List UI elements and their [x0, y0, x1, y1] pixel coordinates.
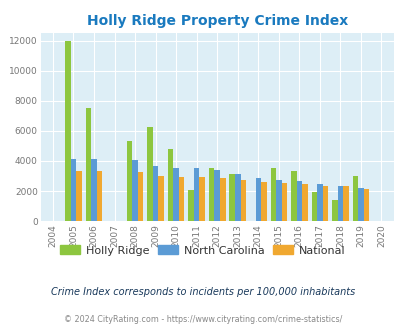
Bar — [357, 188, 363, 221]
Bar — [158, 176, 164, 221]
Bar — [316, 184, 322, 221]
Bar — [331, 200, 337, 221]
Legend: Holly Ridge, North Carolina, National: Holly Ridge, North Carolina, National — [56, 241, 349, 260]
Bar — [337, 186, 342, 221]
Bar — [76, 171, 81, 221]
Bar — [65, 41, 70, 221]
Bar — [275, 180, 281, 221]
Bar — [173, 168, 179, 221]
Bar — [281, 183, 286, 221]
Bar — [229, 175, 234, 221]
Bar — [70, 159, 76, 221]
Bar — [363, 189, 369, 221]
Bar — [322, 186, 327, 221]
Bar — [296, 181, 301, 221]
Bar — [311, 192, 316, 221]
Bar — [290, 172, 296, 221]
Bar — [220, 178, 225, 221]
Title: Holly Ridge Property Crime Index: Holly Ridge Property Crime Index — [86, 14, 347, 28]
Bar — [199, 178, 205, 221]
Bar — [179, 177, 184, 221]
Bar — [138, 172, 143, 221]
Bar — [96, 172, 102, 221]
Bar — [234, 175, 240, 221]
Bar — [85, 108, 91, 221]
Bar — [147, 127, 152, 221]
Bar — [188, 190, 194, 221]
Bar — [91, 159, 96, 221]
Bar — [194, 168, 199, 221]
Bar — [209, 168, 214, 221]
Bar — [352, 176, 357, 221]
Bar — [152, 166, 158, 221]
Bar — [301, 184, 307, 221]
Bar — [132, 160, 138, 221]
Bar — [342, 186, 348, 221]
Bar — [270, 168, 275, 221]
Bar — [260, 182, 266, 221]
Bar — [214, 170, 220, 221]
Bar — [167, 149, 173, 221]
Text: Crime Index corresponds to incidents per 100,000 inhabitants: Crime Index corresponds to incidents per… — [51, 287, 354, 297]
Text: © 2024 CityRating.com - https://www.cityrating.com/crime-statistics/: © 2024 CityRating.com - https://www.city… — [64, 315, 341, 324]
Bar — [126, 141, 132, 221]
Bar — [240, 181, 245, 221]
Bar — [255, 178, 260, 221]
